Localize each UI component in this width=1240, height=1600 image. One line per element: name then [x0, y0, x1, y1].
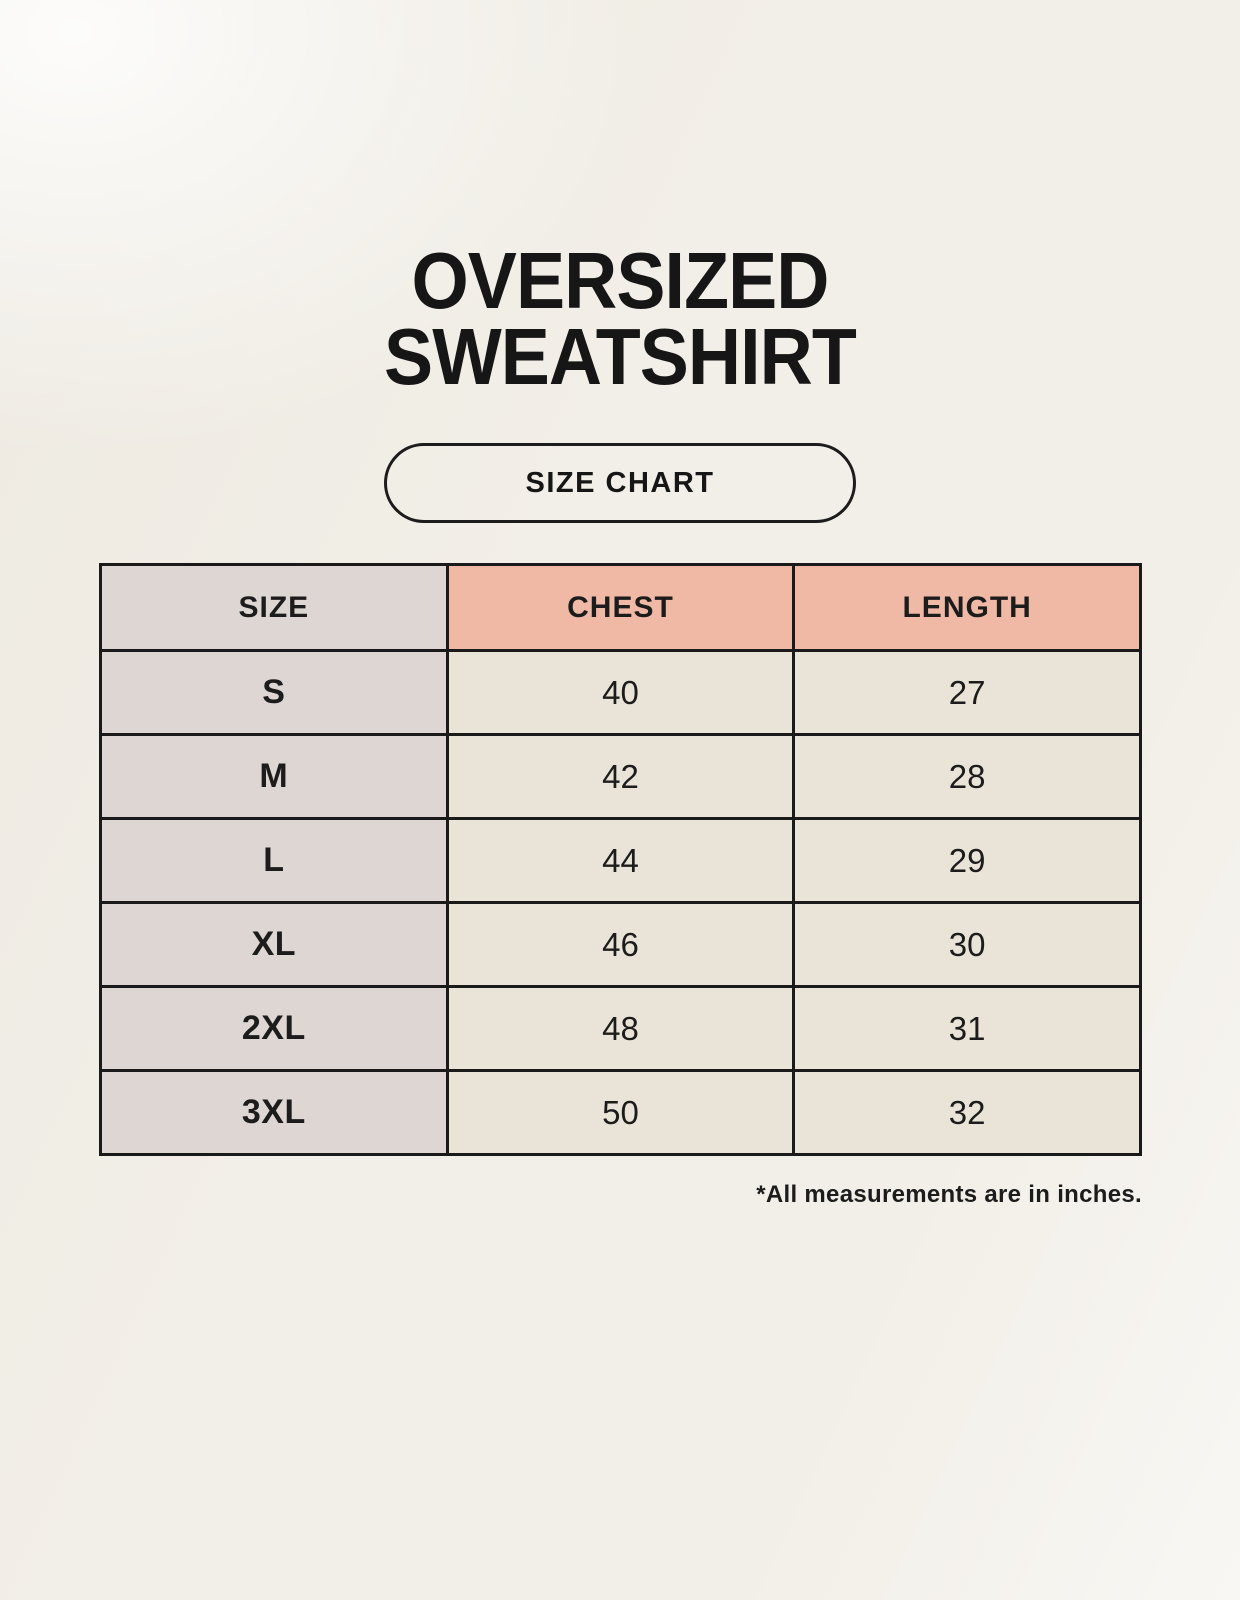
page-title: OVERSIZED SWEATSHIRT [50, 236, 1191, 401]
chest-cell: 40 [445, 649, 796, 736]
table-row: L 44 29 [99, 817, 1142, 904]
table-row: 3XL 50 32 [99, 1069, 1142, 1156]
chest-cell: 42 [445, 733, 796, 820]
size-cell: XL [99, 901, 449, 988]
table-row: S 40 27 [99, 649, 1142, 736]
size-cell: 3XL [99, 1069, 449, 1156]
page-title-line2: SWEATSHIRT [384, 312, 857, 401]
size-chart-badge: SIZE CHART [384, 443, 856, 523]
size-cell: S [99, 649, 449, 736]
column-header-size: SIZE [99, 563, 449, 652]
size-cell: L [99, 817, 449, 904]
column-header-length: LENGTH [792, 563, 1142, 652]
table-row: XL 46 30 [99, 901, 1142, 988]
length-cell: 30 [792, 901, 1142, 988]
length-cell: 31 [792, 985, 1142, 1072]
table-row: 2XL 48 31 [99, 985, 1142, 1072]
length-cell: 28 [792, 733, 1142, 820]
chest-cell: 44 [445, 817, 796, 904]
column-header-chest: CHEST [445, 563, 796, 652]
size-chart-badge-label: SIZE CHART [525, 466, 715, 499]
table-row: M 42 28 [99, 733, 1142, 820]
page-title-line1: OVERSIZED [411, 236, 829, 325]
chest-cell: 48 [445, 985, 796, 1072]
size-chart-table: SIZE CHEST LENGTH S 40 27 M 42 28 L 44 2… [99, 563, 1142, 1156]
length-cell: 29 [792, 817, 1142, 904]
length-cell: 27 [792, 649, 1142, 736]
table-header-row: SIZE CHEST LENGTH [99, 563, 1142, 652]
length-cell: 32 [792, 1069, 1142, 1156]
measurements-footnote: *All measurements are in inches. [756, 1181, 1142, 1208]
size-cell: M [99, 733, 449, 820]
size-cell: 2XL [99, 985, 449, 1072]
chest-cell: 46 [445, 901, 796, 988]
chest-cell: 50 [445, 1069, 796, 1156]
